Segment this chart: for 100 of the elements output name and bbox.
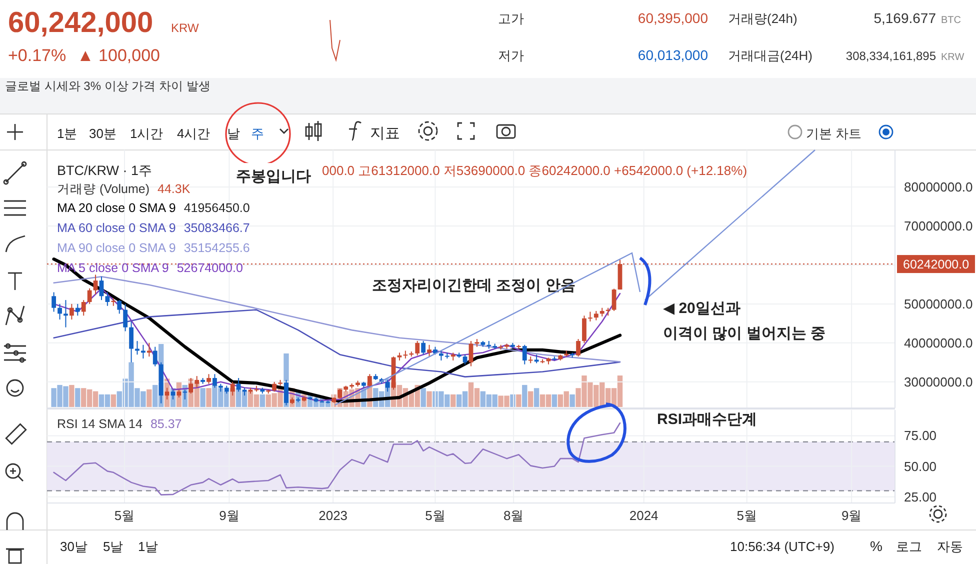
text: 60,395,000 (638, 10, 708, 26)
text: MA 20 close 0 SMA 9 (57, 201, 176, 215)
text: 60,013,000 (638, 47, 708, 63)
candlestick (206, 374, 211, 384)
bar (69, 384, 74, 407)
candlestick (468, 340, 474, 367)
text: 4시간 (177, 126, 210, 141)
bar (206, 388, 212, 407)
annotation: 52674000.0 (176, 261, 243, 275)
y-tick-label: 30000000.0 (904, 374, 973, 390)
text: 1분 (57, 126, 78, 141)
text: RSI 14 SMA 14 (57, 417, 143, 431)
text: MA 60 close 0 SMA 9 (57, 221, 176, 235)
text: 308,334,161,895 (846, 49, 936, 63)
text: 고가 (498, 11, 524, 26)
annotation: 주봉입니다 (236, 168, 311, 185)
text: 1시간 (130, 126, 164, 141)
annotation: 35154255.6 (184, 241, 250, 255)
y-tick-label: 80000000.0 (904, 180, 973, 195)
candlestick (152, 346, 158, 367)
text: ▲ 100,000 (77, 46, 160, 65)
candlestick (75, 303, 80, 316)
text: 날 (227, 126, 240, 141)
bar (522, 384, 528, 407)
candlestick (99, 276, 104, 301)
text: 30분 (89, 126, 116, 141)
candlestick (117, 300, 122, 314)
text: 자동 (937, 539, 963, 554)
text: 1날 (138, 539, 158, 554)
text: 30날 (60, 539, 88, 554)
candlestick (439, 350, 444, 361)
candlestick (576, 338, 580, 358)
candlestick (272, 381, 277, 392)
text: 로그 (896, 539, 922, 554)
bar (260, 394, 266, 407)
text: 거래대금(24H) (728, 48, 813, 63)
bar (534, 388, 540, 407)
text: 주 (251, 126, 264, 141)
text: 60,242,000 (8, 7, 154, 39)
bar (570, 394, 575, 407)
y-tick-label: 25.00 (904, 489, 937, 504)
annotation: ◀ 20일선과 (663, 300, 740, 317)
candlestick (612, 288, 616, 312)
candlestick (105, 292, 110, 306)
text: BTC/KRW · 1주 (57, 163, 153, 178)
candlestick (403, 350, 408, 360)
candlestick (87, 288, 92, 304)
text: BTC (941, 15, 961, 26)
x-tick-label: 9월 (841, 508, 862, 523)
candlestick (64, 300, 68, 328)
y-tick-label: 50.00 (904, 458, 937, 474)
text: 지표 (370, 125, 400, 142)
annotation: 41956450.0 (184, 201, 250, 215)
candlestick (141, 344, 146, 360)
bar (110, 394, 116, 407)
bar (146, 389, 152, 407)
annotation: 000.0 고61312000.0 저53690000.0 종60242000.0 +6542000.0 (+12.18%) (322, 163, 748, 178)
candlestick (123, 303, 128, 332)
candlestick (582, 315, 586, 344)
text: KRW (171, 21, 200, 35)
candlestick (58, 303, 62, 320)
candlestick (522, 344, 527, 365)
line-series (53, 276, 621, 362)
text: 기본 차트 (806, 126, 862, 141)
text: % (870, 538, 882, 554)
bar (450, 394, 456, 407)
x-tick-label: 5월 (425, 508, 446, 523)
candlestick (69, 303, 74, 320)
text: KRW (941, 52, 965, 63)
x-tick-label: 2023 (318, 508, 348, 523)
candlestick (52, 292, 56, 312)
y-tick-label: 50000000.0 (904, 296, 973, 312)
bar (75, 388, 80, 407)
x-tick-label: 9월 (219, 508, 240, 523)
y-tick-label: 70000000.0 (904, 218, 973, 234)
annotation: 85.37 (150, 417, 182, 431)
annotation: 35083466.7 (184, 221, 250, 235)
ref-line-label: 60242000.0 (903, 257, 970, 272)
x-tick-label: 8월 (503, 508, 524, 523)
line-series (53, 309, 621, 378)
candlestick (421, 340, 426, 356)
x-tick-label: 2024 (629, 508, 658, 523)
bar (420, 388, 426, 407)
text: 거래량 (Volume) (57, 182, 150, 196)
text: 저가 (498, 48, 524, 63)
bar (552, 394, 558, 407)
annotation: RSI과매수단계 (657, 411, 758, 428)
bar (528, 391, 534, 407)
annotation: 이격이 많이 벌어지는 중 (663, 325, 826, 342)
candlestick (146, 342, 152, 358)
candlestick (415, 340, 420, 356)
bar (516, 394, 522, 407)
candlestick (594, 310, 598, 321)
y-tick-label: 40000000.0 (904, 335, 973, 350)
bar (200, 388, 206, 407)
candlestick (427, 344, 432, 358)
x-tick-label: 5월 (114, 508, 135, 523)
text: 글로벌 시세와 3% 이상 가격 차이 발생 (5, 79, 210, 93)
text: 10:56:34 (UTC+9) (730, 539, 834, 554)
y-tick-label: 75.00 (904, 428, 937, 444)
